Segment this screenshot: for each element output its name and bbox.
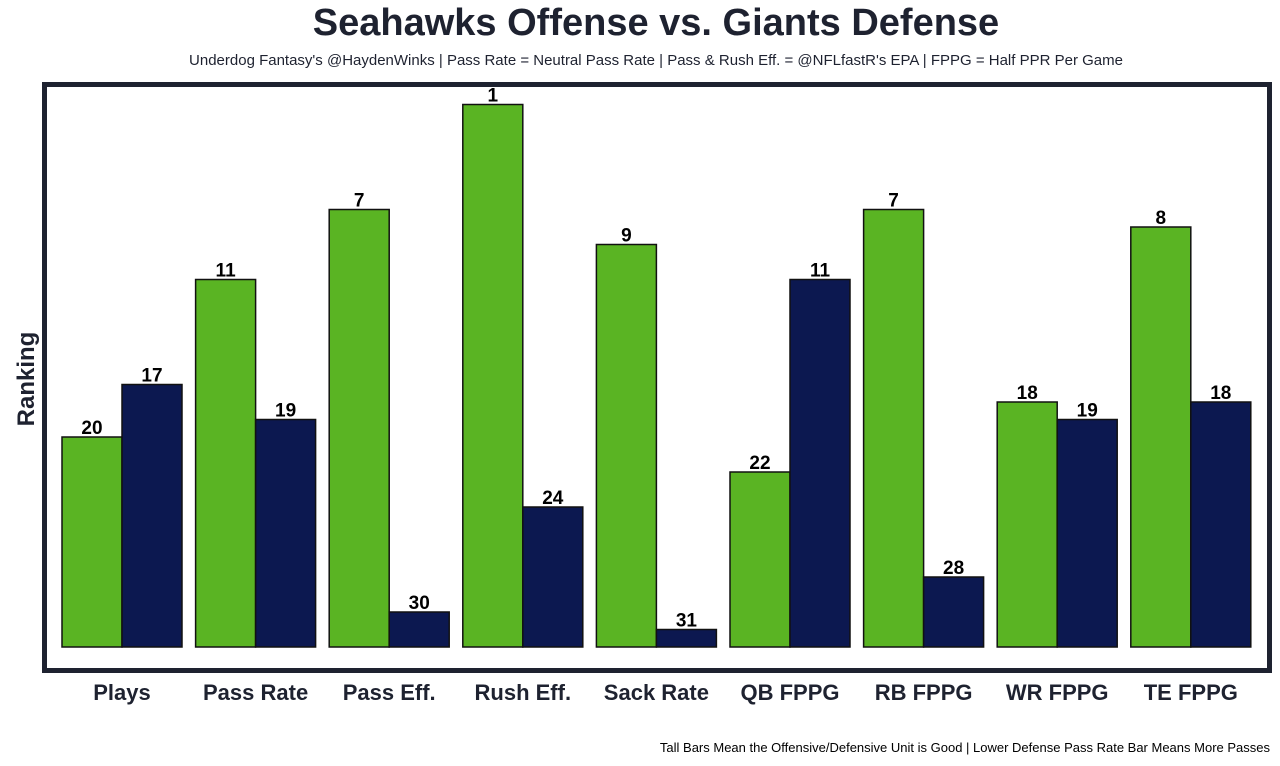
bar-defense: [254, 418, 317, 648]
bar-offense: [462, 103, 524, 648]
bar-defense: [121, 383, 183, 648]
x-tick-label: Sack Rate: [604, 680, 709, 705]
x-tick-label: Pass Eff.: [343, 680, 436, 705]
x-tick-label: QB FPPG: [740, 680, 839, 705]
bar-offense: [61, 436, 123, 648]
data-label: 11: [810, 261, 831, 282]
bar-defense: [388, 611, 450, 648]
data-label: 18: [1210, 383, 1231, 404]
bar-defense: [1056, 418, 1118, 648]
data-label: 24: [542, 488, 564, 509]
chart-caption: Tall Bars Mean the Offensive/Defensive U…: [659, 740, 1270, 755]
bar-defense: [1190, 401, 1252, 648]
bar-offense: [1130, 226, 1192, 648]
bar-offense: [328, 208, 390, 648]
data-label: 20: [81, 418, 102, 439]
data-label: 30: [409, 593, 430, 614]
chart-subtitle: Underdog Fantasy's @HaydenWinks | Pass R…: [189, 52, 1123, 69]
bar-offense: [595, 243, 658, 648]
data-label: 19: [275, 401, 296, 422]
bar-offense: [194, 278, 257, 648]
x-tick-label: TE FPPG: [1144, 680, 1238, 705]
data-label: 28: [943, 558, 964, 579]
bar-offense: [862, 208, 925, 648]
bar-defense: [789, 278, 851, 648]
data-label: 1: [488, 86, 499, 107]
x-tick-label: WR FPPG: [1006, 680, 1109, 705]
data-label: 7: [888, 191, 899, 212]
data-label: 11: [216, 261, 237, 282]
bar-defense: [655, 628, 718, 648]
x-tick-label: Pass Rate: [203, 680, 308, 705]
data-label: 9: [621, 226, 632, 247]
data-label: 18: [1017, 383, 1038, 404]
x-tick-label: Rush Eff.: [475, 680, 572, 705]
data-label: 7: [354, 191, 365, 212]
data-label: 8: [1156, 208, 1167, 229]
bar-offense: [996, 401, 1058, 648]
data-label: 17: [141, 366, 162, 387]
chart-title: Seahawks Offense vs. Giants Defense: [312, 2, 1000, 44]
bar-defense: [522, 506, 584, 648]
data-label: 19: [1077, 401, 1098, 422]
plot-frame: [42, 82, 1272, 673]
x-tick-label: RB FPPG: [875, 680, 973, 705]
x-tick-label: Plays: [93, 680, 151, 705]
data-label: 31: [676, 611, 698, 632]
bar-offense: [729, 471, 791, 648]
bar-defense: [922, 576, 985, 648]
data-label: 22: [749, 453, 770, 474]
